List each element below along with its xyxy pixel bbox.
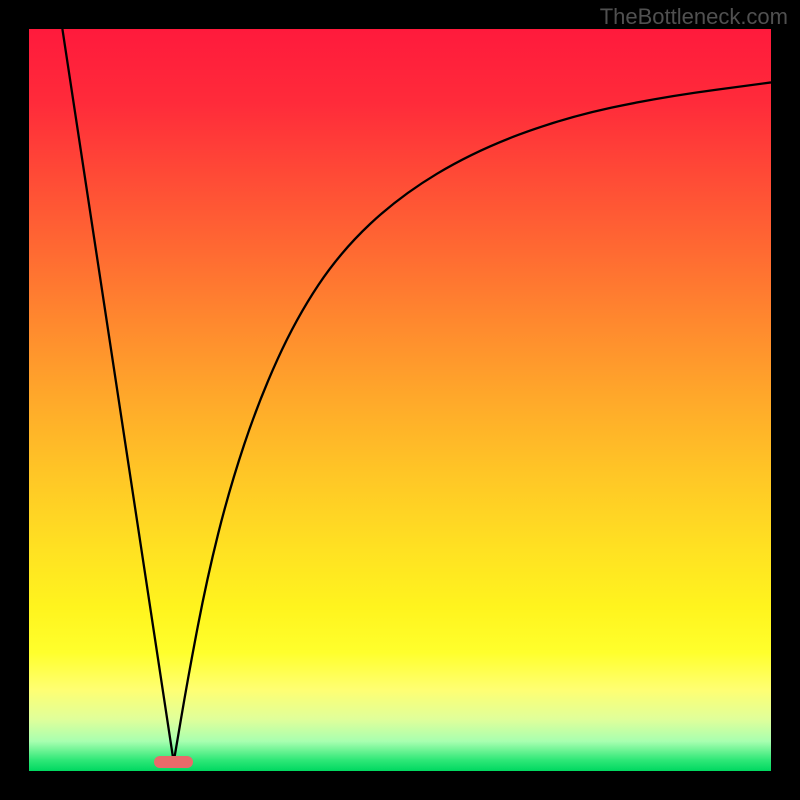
bottleneck-curve: [29, 29, 771, 771]
plot-area: [29, 29, 771, 771]
chart-container: TheBottleneck.com: [0, 0, 800, 800]
minimum-marker: [154, 756, 193, 768]
watermark-text: TheBottleneck.com: [600, 4, 788, 30]
